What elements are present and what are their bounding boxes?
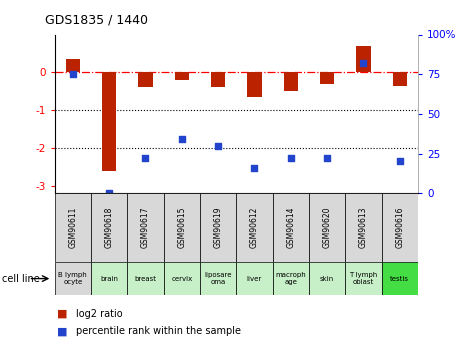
Text: macroph
age: macroph age: [276, 272, 306, 285]
Text: ■: ■: [57, 309, 67, 319]
Point: [287, 156, 294, 161]
Bar: [55, 262, 91, 295]
Bar: [55, 193, 91, 262]
Text: skin: skin: [320, 276, 334, 282]
Text: cell line: cell line: [2, 274, 40, 284]
Text: GSM90618: GSM90618: [104, 207, 114, 248]
Bar: [138, 72, 153, 87]
Text: cervix: cervix: [171, 276, 192, 282]
Bar: [237, 193, 273, 262]
Point: [251, 165, 258, 170]
Bar: [345, 262, 381, 295]
Bar: [211, 72, 226, 87]
Text: brain: brain: [100, 276, 118, 282]
Text: GSM90616: GSM90616: [395, 207, 404, 248]
Bar: [66, 59, 80, 72]
Bar: [381, 262, 418, 295]
Bar: [127, 262, 163, 295]
Bar: [91, 262, 127, 295]
Bar: [273, 193, 309, 262]
Text: liposare
oma: liposare oma: [204, 272, 232, 285]
Bar: [381, 193, 418, 262]
Bar: [174, 72, 189, 80]
Text: T lymph
oblast: T lymph oblast: [350, 272, 378, 285]
Bar: [356, 46, 371, 72]
Text: log2 ratio: log2 ratio: [76, 309, 123, 319]
Bar: [392, 72, 407, 86]
Point: [323, 156, 331, 161]
Text: GDS1835 / 1440: GDS1835 / 1440: [45, 14, 148, 27]
Text: GSM90619: GSM90619: [214, 207, 223, 248]
Point: [214, 143, 222, 148]
Point: [178, 137, 186, 142]
Text: liver: liver: [247, 276, 262, 282]
Bar: [91, 193, 127, 262]
Bar: [163, 193, 200, 262]
Bar: [345, 193, 381, 262]
Bar: [200, 262, 237, 295]
Text: breast: breast: [134, 276, 156, 282]
Point: [69, 71, 76, 77]
Bar: [284, 72, 298, 91]
Bar: [237, 262, 273, 295]
Bar: [273, 262, 309, 295]
Point: [142, 156, 149, 161]
Text: GSM90613: GSM90613: [359, 207, 368, 248]
Bar: [309, 262, 345, 295]
Text: GSM90615: GSM90615: [177, 207, 186, 248]
Text: B lymph
ocyte: B lymph ocyte: [58, 272, 87, 285]
Point: [396, 159, 404, 164]
Text: GSM90617: GSM90617: [141, 207, 150, 248]
Bar: [127, 193, 163, 262]
Point: [360, 60, 367, 66]
Bar: [163, 262, 200, 295]
Text: GSM90612: GSM90612: [250, 207, 259, 248]
Text: GSM90620: GSM90620: [323, 207, 332, 248]
Bar: [309, 193, 345, 262]
Text: percentile rank within the sample: percentile rank within the sample: [76, 326, 241, 336]
Point: [105, 190, 113, 196]
Text: ■: ■: [57, 326, 67, 336]
Bar: [320, 72, 334, 83]
Bar: [247, 72, 262, 97]
Text: testis: testis: [390, 276, 409, 282]
Text: GSM90611: GSM90611: [68, 207, 77, 248]
Bar: [200, 193, 237, 262]
Text: GSM90614: GSM90614: [286, 207, 295, 248]
Bar: [102, 72, 116, 170]
